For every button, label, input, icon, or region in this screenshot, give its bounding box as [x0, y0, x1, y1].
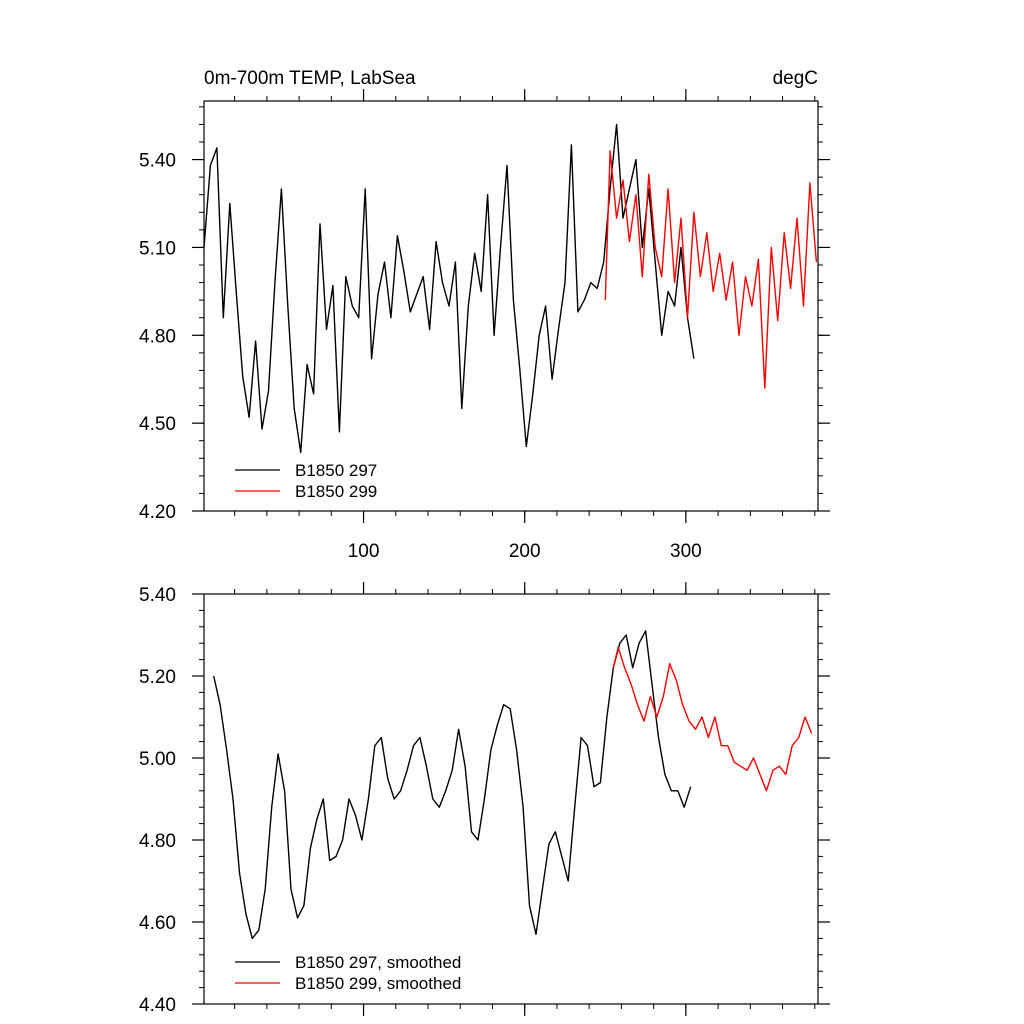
top-panel-units: degC: [773, 68, 818, 89]
top-legend-label-299: B1850 299: [295, 482, 377, 501]
bottom-legend-label-299: B1850 299, smoothed: [295, 974, 461, 993]
top-legend: B1850 297 B1850 299: [235, 461, 377, 501]
bottom-plot-frame: [203, 593, 819, 1005]
bottom-y-tick-label: 5.20: [139, 667, 176, 688]
top-y-tick-label: 4.50: [139, 414, 176, 435]
top-series-lines: [203, 123, 818, 454]
bottom-y-tick-label: 4.60: [139, 913, 176, 934]
top-x-tick-label: 300: [670, 541, 702, 562]
top-y-tick-label: 4.80: [139, 326, 176, 347]
top-axes: 4.20 4.50 4.80 5.10 5.40 100 200 300: [139, 89, 830, 562]
bottom-y-tick-label: 4.80: [139, 831, 176, 852]
top-legend-label-297: B1850 297: [295, 461, 377, 480]
top-panel-title: 0m-700m TEMP, LabSea: [204, 68, 416, 89]
top-x-tick-label: 100: [348, 541, 380, 562]
bottom-legend: B1850 297, smoothed B1850 299, smoothed: [235, 953, 461, 993]
bottom-series-line-297: [213, 630, 692, 940]
top-y-tick-label: 5.40: [139, 151, 176, 172]
bottom-series-line-299: [612, 646, 813, 792]
bottom-y-tick-label: 4.40: [139, 995, 176, 1016]
top-series-line-299: [604, 150, 818, 389]
bottom-legend-label-297: B1850 297, smoothed: [295, 953, 461, 972]
top-plot-frame: [203, 100, 819, 512]
bottom-panel: 4.40 4.60 4.80 5.00 5.20 5.40 B1850 297, smoo…: [139, 582, 830, 1016]
bottom-series-lines: [213, 630, 813, 940]
top-series-line-297: [203, 123, 695, 454]
top-panel: 0m-700m TEMP, LabSea degC 4.20 4.50 4.80 5.…: [139, 68, 830, 562]
top-y-tick-label: 5.10: [139, 238, 176, 259]
bottom-y-tick-label: 5.00: [139, 749, 176, 770]
bottom-y-tick-label: 5.40: [139, 585, 176, 606]
top-y-tick-label: 4.20: [139, 502, 176, 523]
top-x-tick-label: 200: [509, 541, 541, 562]
bottom-axes: 4.40 4.60 4.80 5.00 5.20 5.40: [139, 582, 830, 1016]
